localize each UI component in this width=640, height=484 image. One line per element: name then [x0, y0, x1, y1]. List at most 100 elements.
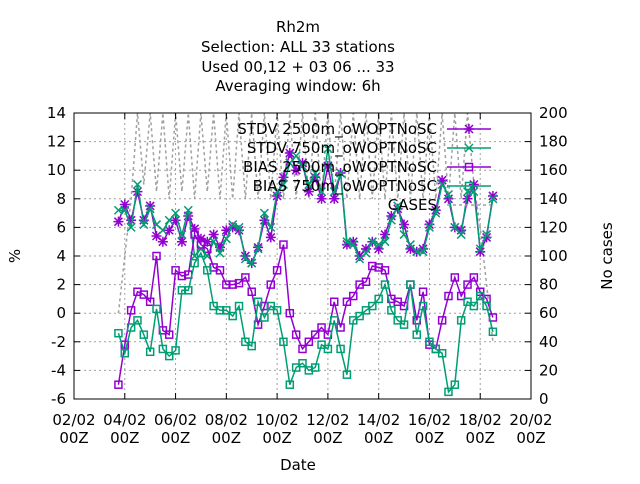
series-point-x [164, 215, 174, 225]
series-point-square [355, 311, 364, 321]
series-point-x [228, 220, 238, 230]
series-point-square [380, 280, 390, 289]
y2-tick-label: 100 [539, 247, 568, 265]
series-point-square [114, 328, 123, 338]
series-point-star [316, 193, 327, 204]
series-point-square [196, 240, 206, 249]
series-point-square [247, 287, 256, 296]
series-point-square [190, 230, 199, 239]
series-point-star [475, 246, 486, 257]
legend-label: STDV 750m_oWOPTNoSC [247, 139, 437, 158]
series-point-square [488, 327, 498, 337]
y2-tick-label: 0 [539, 390, 549, 408]
series-point-x [317, 187, 327, 197]
series-point-star [481, 232, 492, 243]
series-point-square [336, 323, 345, 332]
series-point-x [399, 230, 409, 240]
series-point-star [189, 223, 200, 234]
x-tick-label-time: 00Z [262, 429, 291, 447]
series-point-square [260, 313, 269, 322]
y-tick-label: 14 [47, 104, 66, 122]
series-point-x [348, 240, 358, 250]
series-point-square [463, 297, 472, 307]
series-point-square [196, 248, 206, 258]
x-tick-label-date: 14/02 [357, 411, 400, 429]
x-tick-label-date: 02/02 [52, 411, 95, 429]
y-tick-label: 4 [56, 247, 66, 265]
x-tick-label-date: 10/02 [255, 411, 298, 429]
series-point-square [431, 344, 441, 354]
series-point-star [145, 200, 156, 211]
series-point-square [406, 280, 415, 289]
series-line [118, 148, 494, 265]
series-point-square [329, 316, 339, 325]
series-point-square [310, 363, 320, 372]
series-point-star [437, 175, 448, 186]
x-tick-label-time: 00Z [59, 429, 88, 447]
y-tick-label: 12 [47, 133, 66, 151]
series-point-star [151, 230, 162, 241]
x-tick-label-date: 04/02 [103, 411, 146, 429]
series-point-x [171, 208, 181, 218]
series-point-star [119, 199, 130, 210]
series-point-square [349, 291, 358, 301]
series-point-star [405, 243, 416, 254]
series-point-square [387, 306, 396, 315]
series-point-star [208, 229, 219, 240]
series-point-star [132, 186, 143, 197]
y-tick-label: 0 [56, 304, 66, 322]
series-point-square [139, 290, 149, 299]
y2-tick-label: 180 [539, 133, 568, 151]
y-tick-label: -2 [51, 333, 66, 351]
x-tick-label-time: 00Z [212, 429, 241, 447]
axis-ticks: 02/0200Z04/0200Z06/0200Z08/0200Z10/0200Z… [47, 104, 568, 447]
series-point-square [437, 348, 447, 358]
series-point-square [158, 344, 168, 354]
x-tick-label-time: 00Z [415, 429, 444, 447]
series-point-square [464, 181, 474, 191]
x-tick-label-time: 00Z [161, 429, 190, 447]
series-point-star [126, 215, 137, 226]
series-point-square [393, 316, 402, 325]
series-point-square [291, 363, 301, 372]
series-point-star [164, 225, 175, 236]
series-point-x [386, 215, 396, 225]
series-point-square [463, 280, 472, 289]
series-point-square [145, 347, 155, 357]
series-point-square [241, 273, 250, 282]
x-tick-label-time: 00Z [466, 429, 495, 447]
series-point-square [215, 266, 225, 275]
cases-series [117, 112, 494, 342]
series-point-square [361, 306, 371, 315]
series-point-square [444, 387, 453, 397]
series-point-star [360, 243, 371, 254]
series-point-square [342, 370, 352, 379]
y2-tick-label: 120 [539, 218, 568, 236]
series-point-x [215, 248, 225, 258]
series-point-star [462, 193, 473, 204]
series-point-square [342, 297, 352, 307]
series-point-square [298, 359, 307, 368]
series-point-x [183, 205, 193, 215]
series-point-x [234, 222, 244, 232]
series-point-x [132, 179, 143, 190]
series-point-square [412, 330, 421, 339]
legend-label: CASES [388, 196, 437, 214]
series-point-x [424, 222, 434, 232]
series-point-x [272, 187, 282, 197]
series-point-square [114, 380, 123, 389]
series-point-square [209, 301, 218, 311]
series-point-star [195, 233, 206, 244]
series-point-x [380, 237, 390, 247]
series-point-star [468, 179, 479, 190]
x-tick-label-date: 08/02 [205, 411, 248, 429]
series-point-star [354, 251, 365, 261]
series-point-star [291, 165, 302, 176]
series-point-square [475, 291, 485, 301]
series-point-x [297, 161, 308, 171]
series-point-star [487, 190, 498, 201]
y-tick-label: 2 [56, 276, 66, 294]
series-point-square [456, 316, 466, 325]
series-bias750 [114, 248, 498, 397]
series-point-x [418, 247, 428, 257]
